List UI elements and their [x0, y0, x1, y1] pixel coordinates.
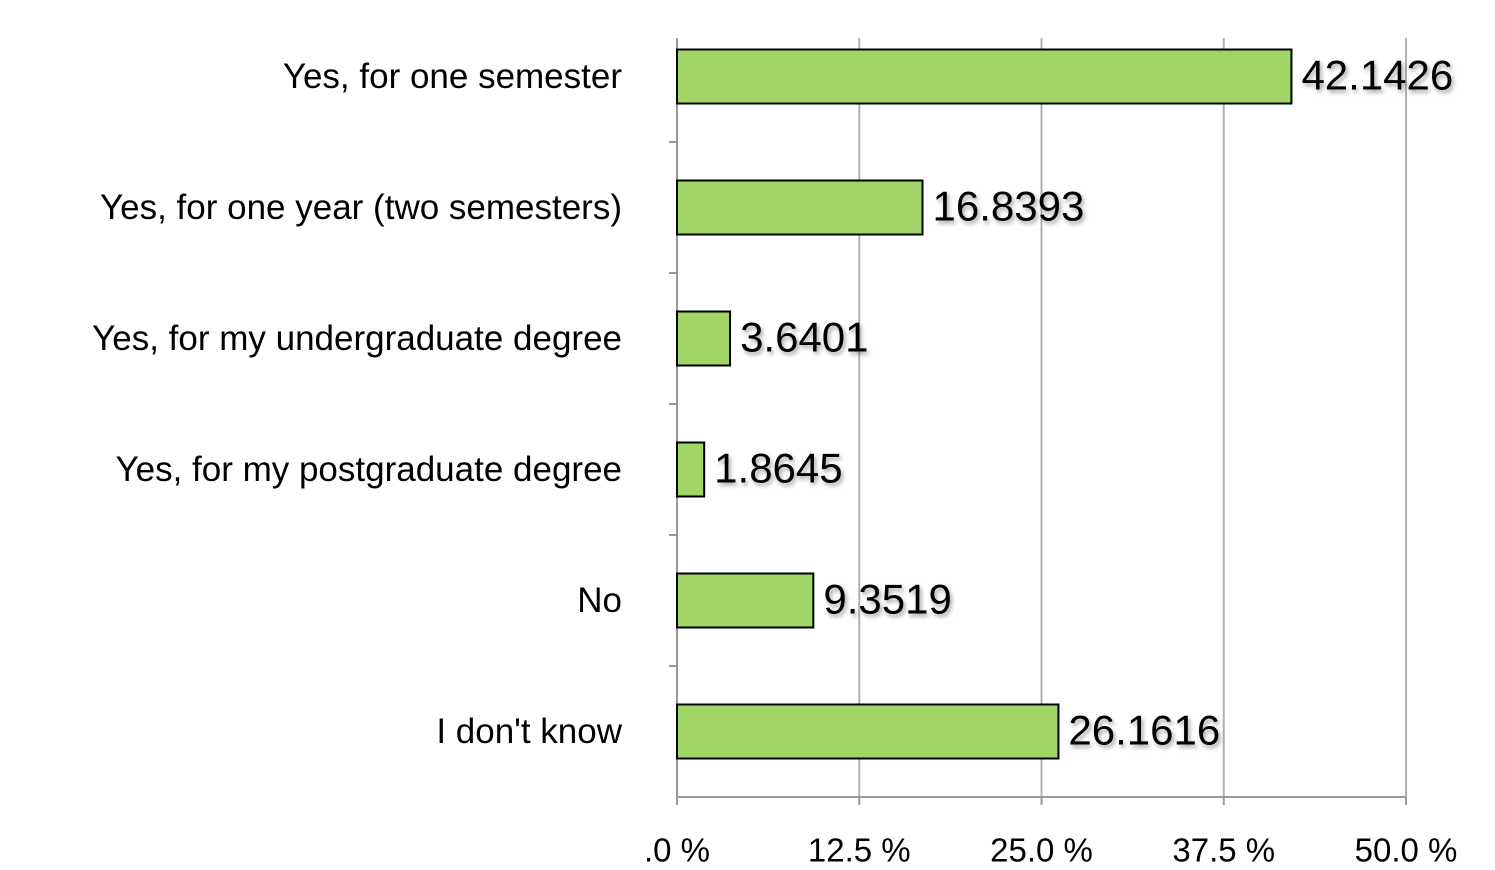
data-label: 1.8645 [714, 445, 842, 492]
data-label: 26.1616 [1068, 707, 1220, 754]
y-tick-label: Yes, for one semester [283, 57, 623, 96]
data-label: 42.1426 [1301, 52, 1453, 99]
x-tick-label: .0 % [644, 832, 710, 869]
bar [676, 572, 815, 629]
bar [676, 48, 1293, 105]
bar [676, 703, 1060, 760]
y-tick-label: Yes, for one year (two semesters) [100, 188, 622, 227]
x-tick-label: 50.0 % [1355, 832, 1458, 869]
bar [676, 179, 924, 236]
y-tick-label: Yes, for my postgraduate degree [115, 450, 622, 489]
y-tick-label: I don't know [436, 712, 622, 751]
x-tick-label: 37.5 % [1172, 832, 1275, 869]
x-tick-label: 12.5 % [808, 832, 911, 869]
bar [676, 310, 732, 367]
y-tick-label: No [577, 581, 622, 620]
y-tick-label: Yes, for my undergraduate degree [92, 319, 622, 358]
data-label: 9.3519 [823, 576, 951, 623]
bar [676, 441, 706, 498]
x-tick-label: 25.0 % [990, 832, 1093, 869]
data-label: 16.8393 [933, 183, 1085, 230]
data-label: 3.6401 [740, 314, 868, 361]
